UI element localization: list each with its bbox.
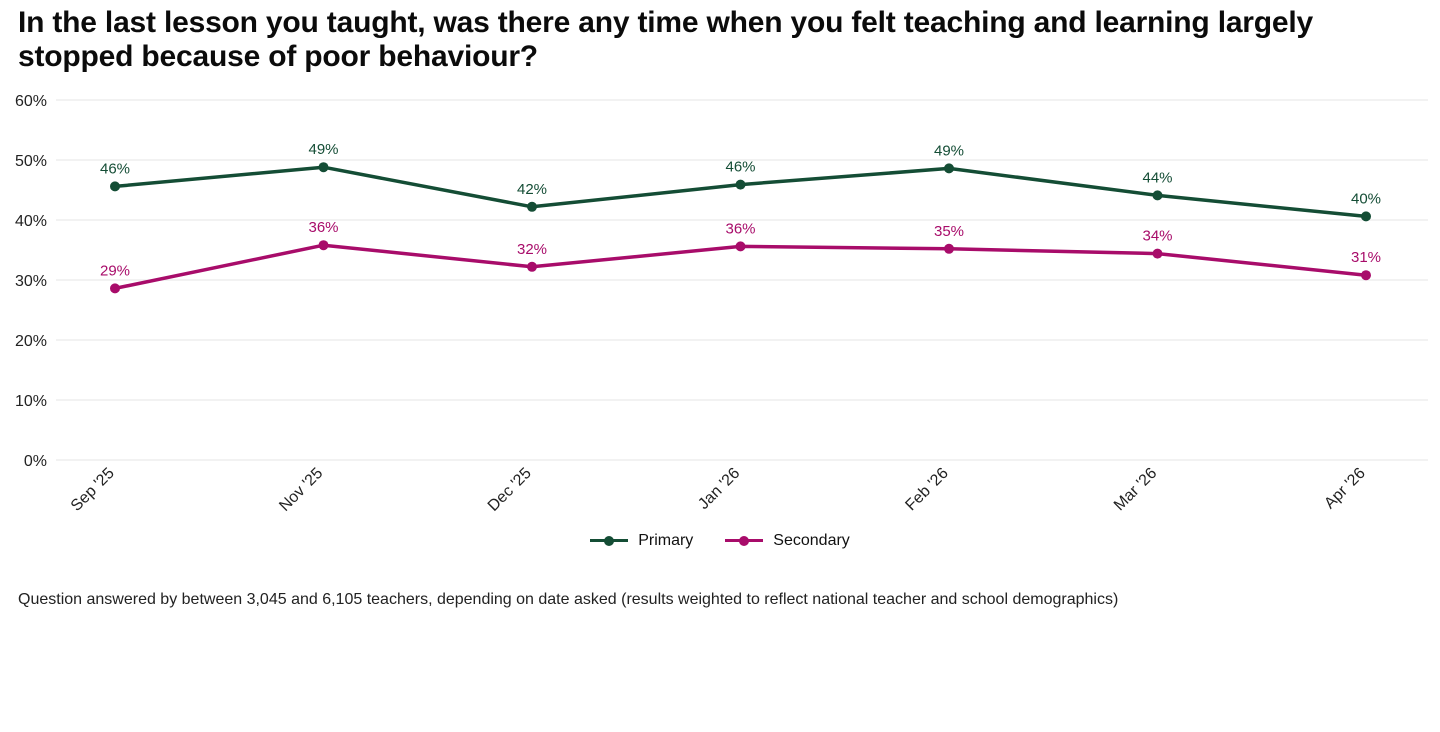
data-label-secondary: 36%	[725, 220, 755, 237]
data-label-primary: 46%	[725, 159, 755, 176]
data-label-primary: 44%	[1142, 169, 1172, 186]
data-point-primary[interactable]	[735, 179, 746, 190]
data-point-secondary[interactable]	[944, 243, 954, 254]
series-secondary: 29% 36% 32% 36% 35% 34% 31%	[100, 219, 1381, 294]
legend-item-secondary[interactable]: Secondary	[725, 532, 850, 550]
data-point-primary[interactable]	[110, 181, 120, 192]
x-tick-label: Apr '26	[1321, 465, 1369, 513]
data-point-primary[interactable]	[1152, 190, 1163, 201]
data-point-primary[interactable]	[944, 163, 954, 174]
x-axis: Sep '25 Nov '25 Dec '25 Jan '26 Feb '26 Mar '…	[68, 465, 1369, 515]
data-point-secondary[interactable]	[735, 241, 746, 252]
data-label-primary: 49%	[934, 142, 964, 159]
y-tick-label: 60%	[15, 93, 47, 110]
x-tick-label: Mar '26	[1111, 465, 1160, 514]
data-label-primary: 42%	[517, 181, 547, 198]
legend-label-primary: Primary	[638, 532, 694, 549]
x-tick-label: Jan '26	[695, 465, 743, 513]
y-tick-label: 40%	[15, 213, 47, 230]
data-point-primary[interactable]	[1361, 211, 1371, 222]
data-label-secondary: 36%	[308, 219, 338, 236]
data-point-primary[interactable]	[527, 201, 537, 212]
legend-item-primary[interactable]: Primary	[590, 532, 693, 550]
y-axis: 0% 10% 20% 30% 40% 50% 60%	[15, 93, 47, 470]
data-label-secondary: 32%	[517, 241, 547, 258]
data-point-secondary[interactable]	[318, 240, 329, 251]
chart-title: In the last lesson you taught, was there…	[18, 6, 1314, 73]
series-line-secondary	[113, 243, 1368, 291]
y-tick-label: 30%	[15, 273, 47, 290]
data-point-primary[interactable]	[318, 162, 329, 173]
y-tick-label: 0%	[24, 453, 47, 470]
data-label-secondary: 31%	[1351, 249, 1381, 266]
x-tick-label: Dec '25	[485, 465, 535, 515]
data-label-primary: 40%	[1351, 190, 1381, 207]
y-tick-label: 50%	[15, 153, 47, 170]
y-tick-label: 10%	[15, 393, 47, 410]
data-label-secondary: 35%	[934, 223, 964, 240]
legend-swatch-primary	[590, 534, 629, 548]
data-point-secondary[interactable]	[1152, 248, 1163, 259]
data-label-secondary: 34%	[1142, 228, 1172, 245]
data-label-secondary: 29%	[100, 262, 130, 279]
data-point-secondary[interactable]	[1361, 270, 1371, 281]
series-primary: 46% 49% 42% 46% 49% 44% 40%	[100, 141, 1381, 222]
data-point-secondary[interactable]	[527, 261, 537, 272]
legend-label-secondary: Secondary	[773, 532, 850, 549]
legend: Primary Secondary	[0, 532, 1440, 550]
series-layer: 46% 49% 42% 46% 49% 44% 40% 29% 36% 32% 36% 35% 34% 3…	[100, 141, 1381, 294]
data-point-secondary[interactable]	[110, 283, 120, 294]
data-label-primary: 49%	[308, 141, 338, 158]
footnote: Question answered by between 3,045 and 6…	[18, 591, 1119, 608]
y-tick-label: 20%	[15, 333, 47, 350]
data-label-primary: 46%	[100, 160, 130, 177]
legend-swatch-secondary	[725, 534, 764, 548]
x-tick-label: Feb '26	[902, 465, 951, 514]
x-tick-label: Nov '25	[276, 465, 326, 515]
x-tick-label: Sep '25	[68, 465, 118, 515]
gridlines	[56, 99, 1428, 461]
